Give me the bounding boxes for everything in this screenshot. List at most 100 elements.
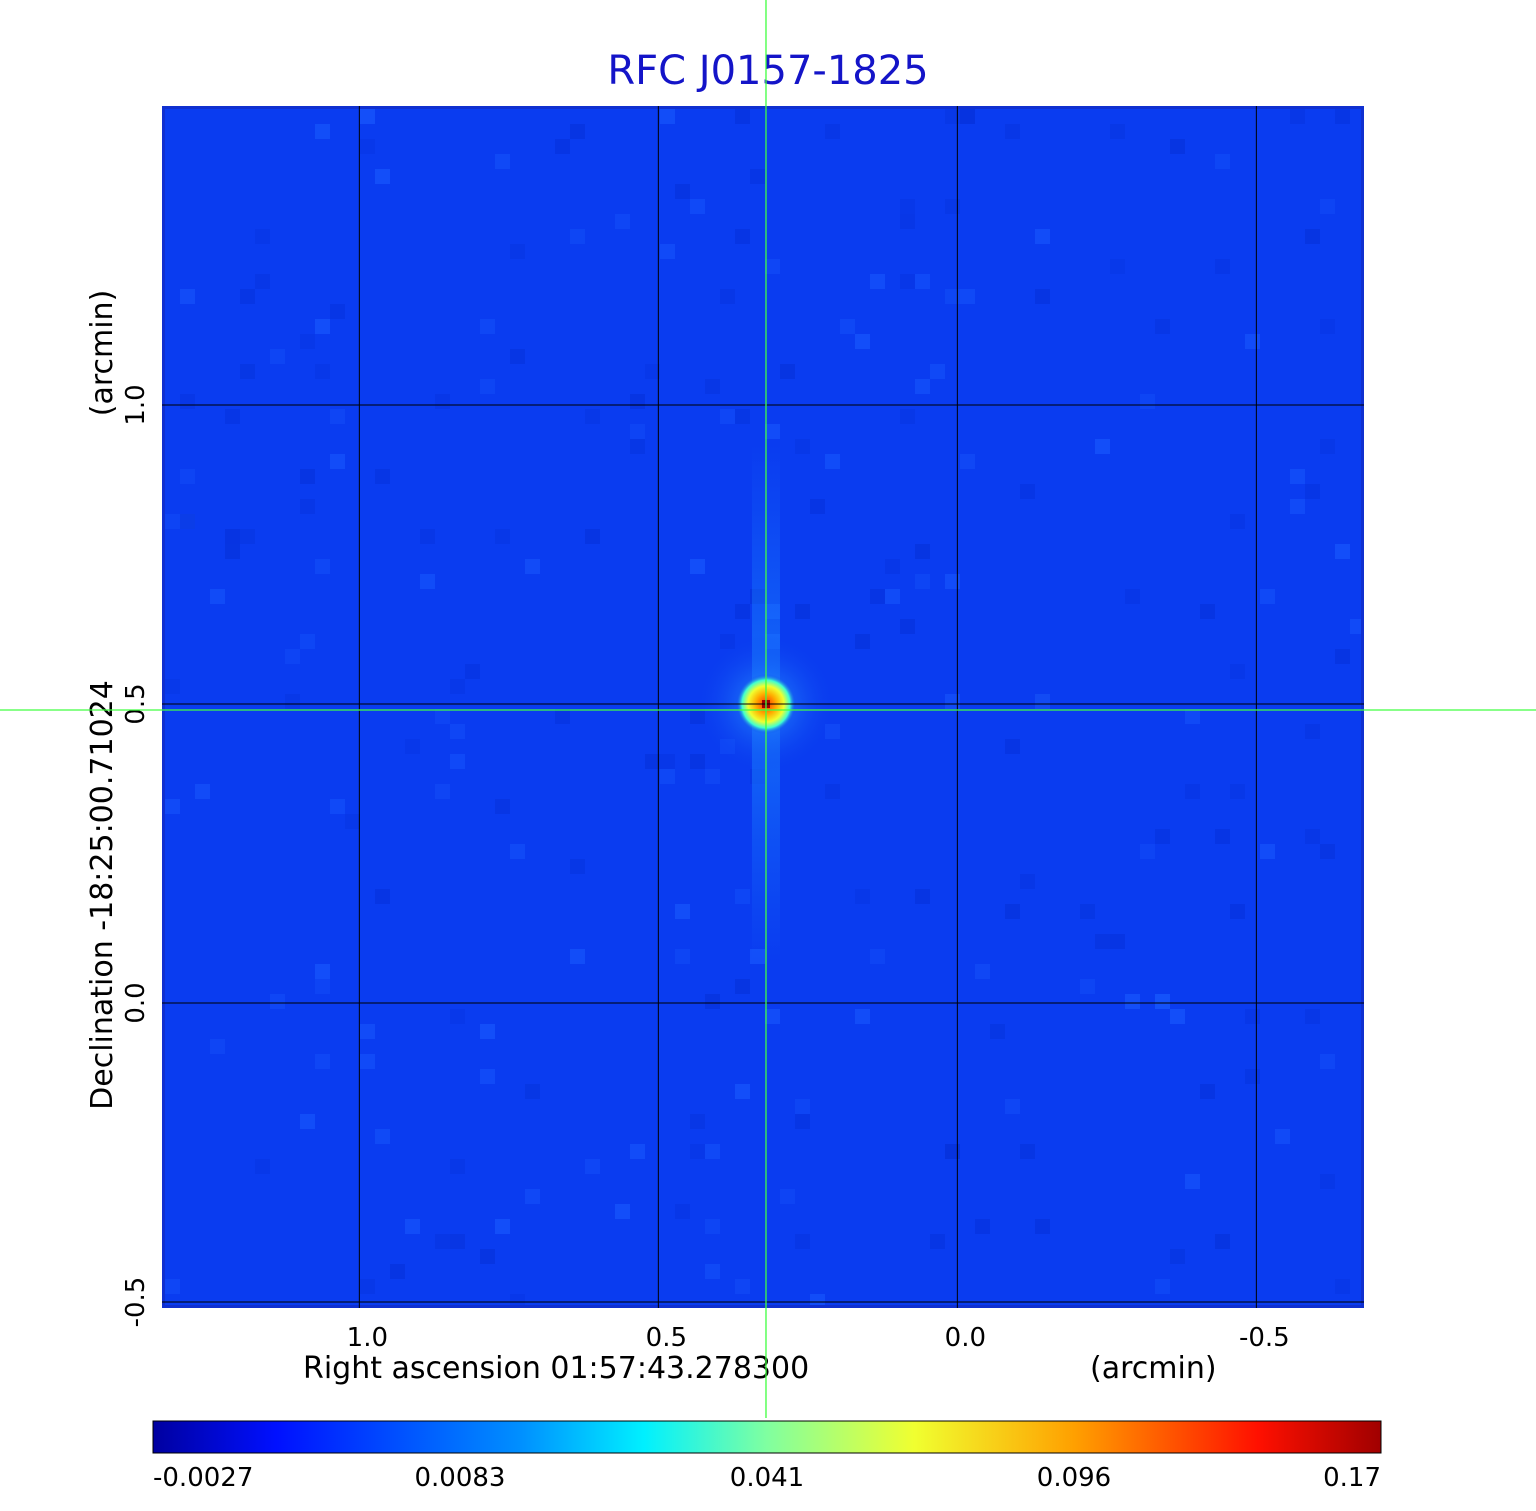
noise-pixel xyxy=(915,544,930,559)
chart-title: RFC J0157-1825 xyxy=(607,48,929,94)
noise-pixel xyxy=(1005,1099,1020,1114)
noise-pixel xyxy=(615,1204,630,1219)
noise-pixel xyxy=(315,124,330,139)
noise-pixel xyxy=(705,1264,720,1279)
noise-pixel xyxy=(765,259,780,274)
noise-pixel xyxy=(375,169,390,184)
noise-pixel xyxy=(360,139,375,154)
noise-pixel xyxy=(510,244,525,259)
noise-pixel xyxy=(1290,499,1305,514)
noise-pixel xyxy=(1020,484,1035,499)
noise-pixel xyxy=(1350,619,1361,634)
colorbar-tick-label: 0.0083 xyxy=(415,1463,506,1493)
noise-pixel xyxy=(360,1024,375,1039)
noise-pixel xyxy=(390,1264,405,1279)
colorbar-tick-label: 0.041 xyxy=(730,1463,804,1493)
noise-pixel xyxy=(1230,514,1245,529)
noise-pixel xyxy=(690,1114,705,1129)
noise-pixel xyxy=(585,529,600,544)
noise-pixel xyxy=(405,739,420,754)
noise-pixel xyxy=(375,1129,390,1144)
noise-pixel xyxy=(165,514,180,529)
noise-pixel xyxy=(435,784,450,799)
noise-pixel xyxy=(180,289,195,304)
noise-pixel xyxy=(900,409,915,424)
noise-pixel xyxy=(570,949,585,964)
noise-pixel xyxy=(360,109,375,124)
noise-pixel xyxy=(360,1054,375,1069)
noise-pixel xyxy=(1335,109,1350,124)
noise-pixel xyxy=(1320,1174,1335,1189)
noise-pixel xyxy=(1320,1054,1335,1069)
noise-pixel xyxy=(435,709,450,724)
x-tick-label: 1.0 xyxy=(347,1323,388,1353)
noise-pixel xyxy=(330,799,345,814)
noise-pixel xyxy=(1215,154,1230,169)
noise-pixel xyxy=(240,364,255,379)
noise-pixel xyxy=(870,589,885,604)
noise-pixel xyxy=(915,574,930,589)
noise-pixel xyxy=(1170,139,1185,154)
noise-pixel xyxy=(900,214,915,229)
colorbar-tick-labels: -0.0027 0.0083 0.041 0.096 0.17 xyxy=(153,1463,1381,1493)
noise-pixel xyxy=(855,334,870,349)
y-axis-unit: (arcmin) xyxy=(85,290,120,417)
y-tick-label: 1.0 xyxy=(121,384,151,425)
noise-pixel xyxy=(1320,439,1335,454)
noise-pixel xyxy=(180,469,195,484)
noise-pixel xyxy=(690,559,705,574)
noise-pixel xyxy=(1260,589,1275,604)
noise-pixel xyxy=(1215,1234,1230,1249)
noise-pixel xyxy=(930,364,945,379)
noise-pixel xyxy=(900,199,915,214)
noise-pixel xyxy=(720,289,735,304)
noise-pixel xyxy=(1230,664,1245,679)
noise-pixel xyxy=(495,154,510,169)
noise-pixel xyxy=(480,1069,495,1084)
noise-pixel xyxy=(1155,994,1170,1009)
noise-pixel xyxy=(1125,589,1140,604)
noise-pixel xyxy=(1005,739,1020,754)
image-plot-area[interactable] xyxy=(162,106,1364,1308)
noise-pixel xyxy=(810,1294,825,1305)
colorbar-tick-label: -0.0027 xyxy=(153,1463,253,1493)
noise-pixel xyxy=(840,319,855,334)
noise-pixel xyxy=(225,409,240,424)
x-tick-label: 0.5 xyxy=(646,1323,687,1353)
noise-pixel xyxy=(1215,829,1230,844)
noise-pixel xyxy=(300,634,315,649)
noise-pixel xyxy=(1035,1219,1050,1234)
noise-pixel xyxy=(675,949,690,964)
noise-pixel xyxy=(705,379,720,394)
noise-pixel xyxy=(855,1009,870,1024)
noise-pixel xyxy=(1005,124,1020,139)
noise-pixel xyxy=(1185,1174,1200,1189)
noise-pixel xyxy=(375,469,390,484)
noise-pixel xyxy=(210,589,225,604)
noise-pixel xyxy=(225,544,240,559)
noise-pixel xyxy=(810,499,825,514)
noise-pixel xyxy=(675,904,690,919)
noise-pixel xyxy=(480,1249,495,1264)
noise-pixel xyxy=(630,424,645,439)
noise-pixel xyxy=(855,889,870,904)
noise-pixel xyxy=(660,769,675,784)
noise-pixel xyxy=(825,454,840,469)
noise-pixel xyxy=(690,1144,705,1159)
noise-pixel xyxy=(195,784,210,799)
noise-pixel xyxy=(255,1159,270,1174)
noise-pixel xyxy=(885,559,900,574)
noise-pixel xyxy=(1110,259,1125,274)
noise-texture xyxy=(165,109,1361,1305)
noise-pixel xyxy=(1155,1279,1170,1294)
noise-pixel xyxy=(735,1279,750,1294)
noise-pixel xyxy=(705,769,720,784)
noise-pixel xyxy=(1335,649,1350,664)
noise-pixel xyxy=(1035,289,1050,304)
noise-pixel xyxy=(690,199,705,214)
noise-pixel xyxy=(735,109,750,124)
noise-pixel xyxy=(1095,439,1110,454)
noise-pixel xyxy=(945,109,960,124)
noise-pixel xyxy=(300,334,315,349)
noise-pixel xyxy=(555,139,570,154)
